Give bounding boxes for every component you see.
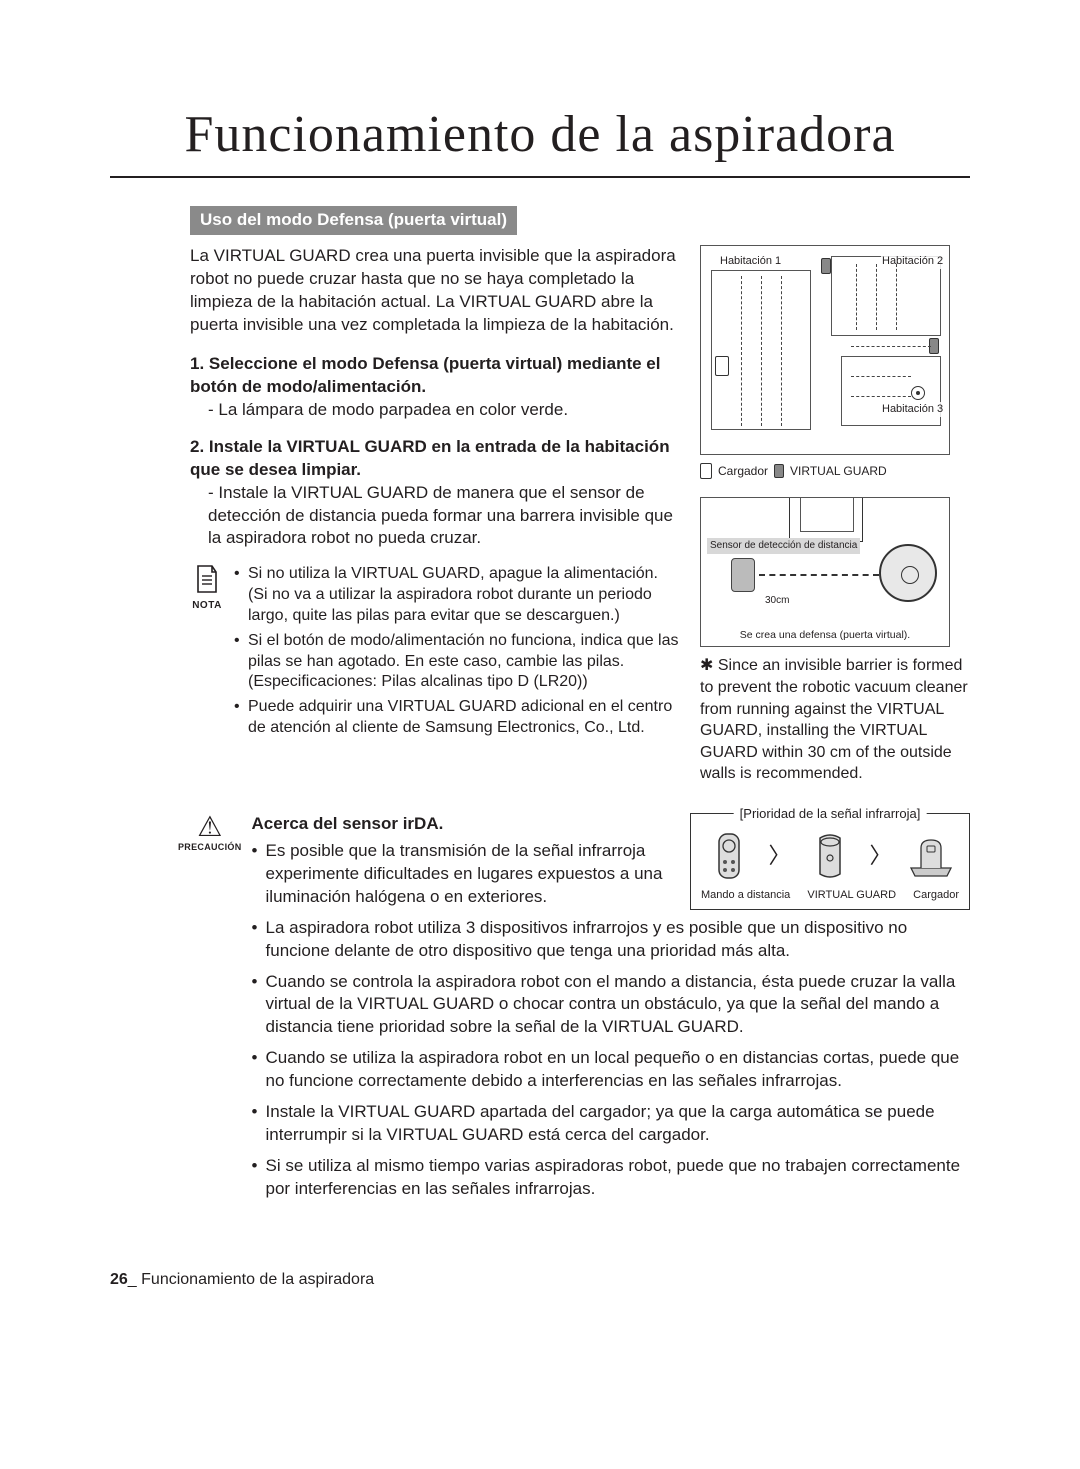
note-icon-column: NOTA [190, 564, 224, 742]
distance-label: 30cm [765, 594, 789, 608]
note-block: NOTA Si no utiliza la VIRTUAL GUARD, apa… [190, 564, 680, 742]
step-2: 2. Instale la VIRTUAL GUARD en la entrad… [190, 436, 680, 551]
section-heading-bar: Uso del modo Defensa (puerta virtual) [190, 206, 517, 235]
two-column-layout: La VIRTUAL GUARD crea una puerta invisib… [110, 245, 970, 785]
page-number: 26 [110, 1271, 128, 1288]
caution-list: Es posible que la transmisión de la seña… [252, 840, 970, 1201]
caution-item: Si se utiliza al mismo tiempo varias asp… [252, 1155, 970, 1201]
charger-icon [700, 463, 712, 479]
right-column: Habitación 1 Habitación 2 Habitación 3 C… [700, 245, 970, 785]
rooms-diagram: Habitación 1 Habitación 2 Habitación 3 [700, 245, 950, 455]
note-icon [194, 564, 220, 594]
barrier-diagram: Sensor de detección de distancia 30cm Se… [700, 497, 950, 647]
note-item: Si no utiliza la VIRTUAL GUARD, apague l… [234, 564, 680, 626]
caution-item: Instale la VIRTUAL GUARD apartada del ca… [252, 1101, 970, 1147]
step-1-title: 1. Seleccione el modo Defensa (puerta vi… [190, 353, 680, 399]
note-label: NOTA [190, 599, 224, 613]
priority-title: [Prioridad de la señal infrarroja] [734, 805, 927, 823]
page-title: Funcionamiento de la aspiradora [110, 100, 970, 178]
footer-separator: _ [128, 1271, 141, 1288]
intro-paragraph: La VIRTUAL GUARD crea una puerta invisib… [190, 245, 680, 337]
caution-item: La aspiradora robot utiliza 3 dispositiv… [252, 917, 970, 963]
legend-vg-label: VIRTUAL GUARD [790, 463, 887, 479]
caution-body: [Prioridad de la señal infrarroja] 〉 〉 [252, 813, 970, 1209]
note-item: Si el botón de modo/alimentación no func… [234, 631, 680, 693]
step-1-body: La lámpara de modo parpadea en color ver… [190, 399, 680, 422]
step-2-title: 2. Instale la VIRTUAL GUARD en la entrad… [190, 436, 680, 482]
legend-charger-label: Cargador [718, 463, 768, 479]
caution-icon-column: ⚠ PRECAUCIÓN [110, 813, 242, 1209]
sensor-label: Sensor de detección de distancia [707, 538, 860, 554]
caution-item: Cuando se controla la aspiradora robot c… [252, 971, 970, 1040]
diagram-legend: Cargador VIRTUAL GUARD [700, 463, 970, 479]
room3-label: Habitación 3 [881, 402, 944, 417]
left-column: La VIRTUAL GUARD crea una puerta invisib… [110, 245, 680, 785]
star-note: Since an invisible barrier is formed to … [700, 655, 970, 785]
virtual-guard-icon [774, 464, 784, 478]
caution-item: Es posible que la transmisión de la seña… [252, 840, 970, 909]
step-1: 1. Seleccione el modo Defensa (puerta vi… [190, 353, 680, 422]
step-2-body: Instale la VIRTUAL GUARD de manera que e… [190, 482, 680, 551]
diagram2-caption: Se crea una defensa (puerta virtual). [701, 628, 949, 642]
page-footer: 26_ Funcionamiento de la aspiradora [110, 1269, 970, 1291]
caution-label: PRECAUCIÓN [178, 841, 242, 853]
note-item: Puede adquirir una VIRTUAL GUARD adicion… [234, 697, 680, 739]
caution-item: Cuando se utiliza la aspiradora robot en… [252, 1047, 970, 1093]
room1-label: Habitación 1 [719, 254, 782, 269]
note-list: Si no utiliza la VIRTUAL GUARD, apague l… [234, 564, 680, 742]
caution-block: ⚠ PRECAUCIÓN [Prioridad de la señal infr… [110, 813, 970, 1209]
caution-icon: ⚠ [178, 813, 242, 841]
room2-label: Habitación 2 [881, 254, 944, 269]
footer-text: Funcionamiento de la aspiradora [141, 1271, 374, 1288]
